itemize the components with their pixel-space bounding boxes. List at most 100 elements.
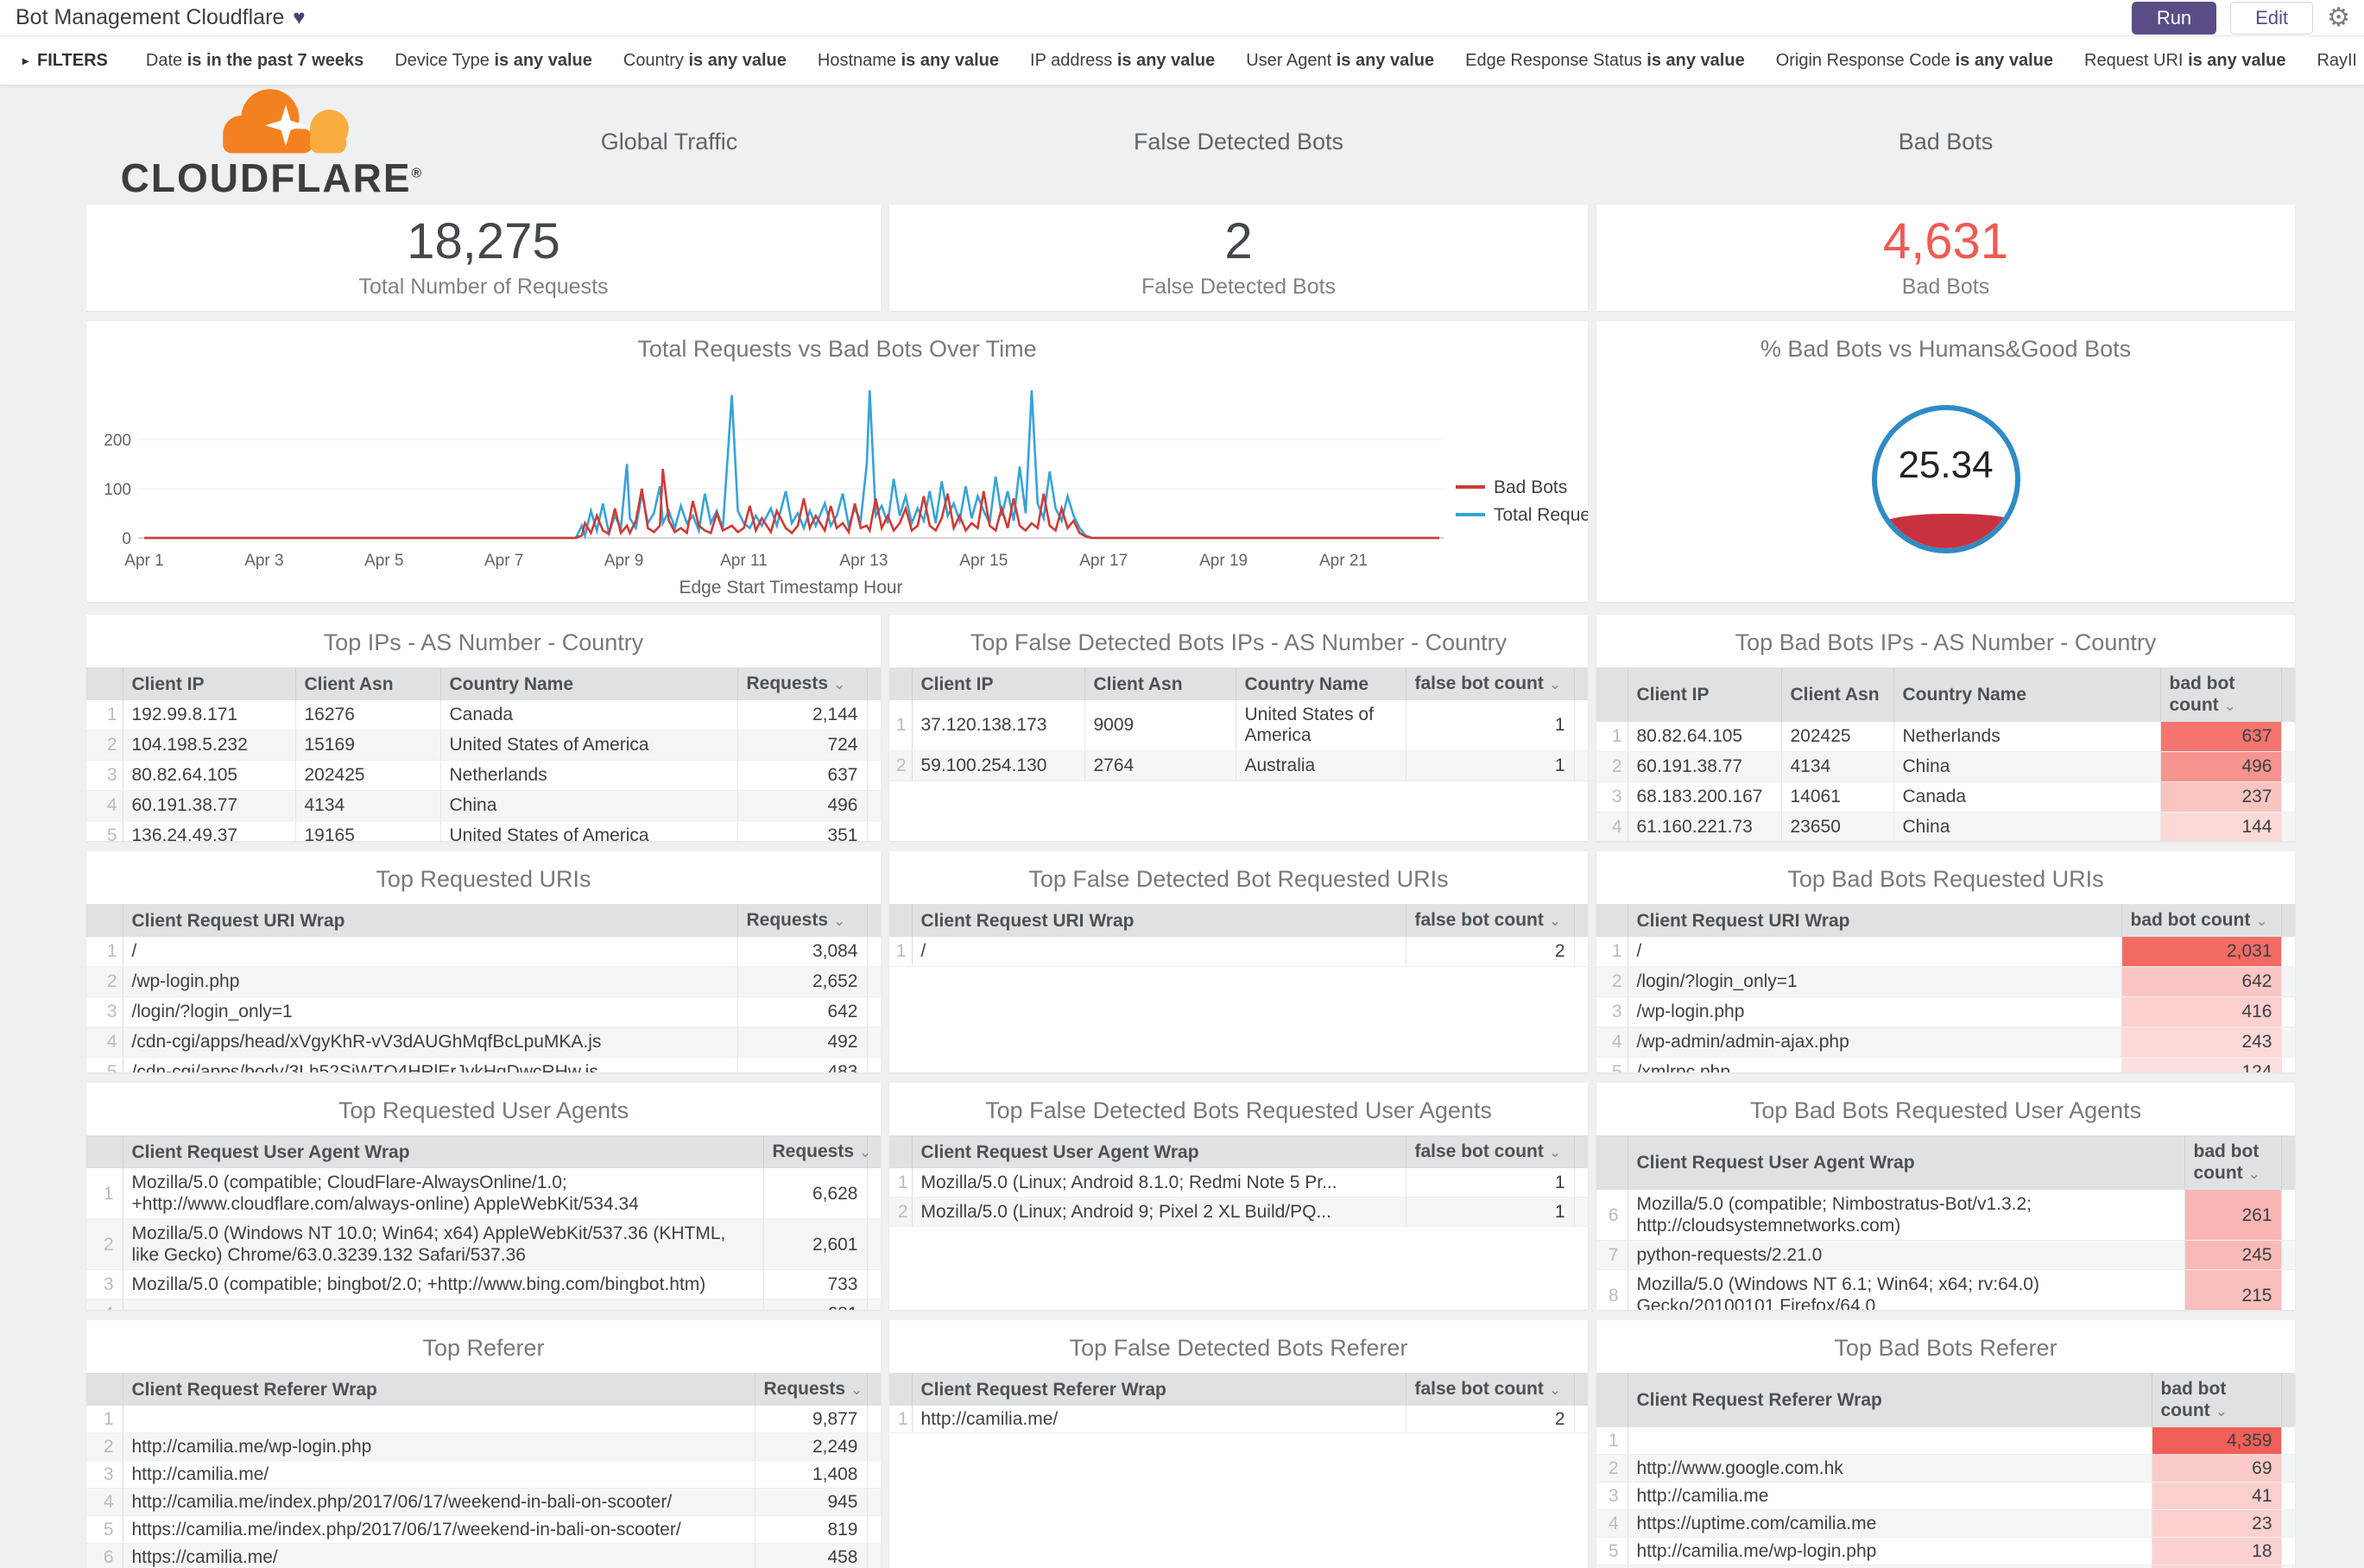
panel-bad-user-agents: Top Bad Bots Requested User Agents Client…	[1596, 1083, 2295, 1310]
panel-false-uris: Top False Detected Bot Requested URIs Cli…	[889, 851, 1588, 1072]
table-cell: 61.160.221.73	[1627, 812, 1781, 841]
table-cell: 136.24.49.37	[122, 820, 295, 841]
table-header-row: Client Request URI Wrap Requests ⌄	[86, 904, 881, 937]
column-header	[866, 904, 881, 937]
column-header	[1596, 667, 1628, 722]
scroll-gutter	[866, 1168, 881, 1219]
data-table: Client IP Client Asn Country Name bad bot c…	[1596, 667, 2295, 841]
filter-hostname[interactable]: Hostname is any value	[817, 50, 1000, 70]
table-cell: Canada	[1893, 781, 2160, 812]
table-cell: China	[439, 790, 737, 821]
filter-edge-response-status[interactable]: Edge Response Status is any value	[1465, 50, 1745, 70]
table-header-row: Client Request User Agent Wrap Requests ⌄	[86, 1135, 881, 1168]
sort-header[interactable]: false bot count ⌄	[1405, 904, 1574, 937]
column-header: Client IP	[911, 667, 1084, 700]
table-cell: 192.99.8.171	[122, 700, 295, 730]
table-cell: United States of America	[439, 730, 737, 761]
table-cell: 637	[2159, 722, 2281, 752]
sort-header[interactable]: Requests ⌄	[754, 1373, 867, 1406]
filter-ip-address[interactable]: IP address is any value	[1030, 50, 1216, 70]
chevron-down-icon: ⌄	[2247, 1166, 2260, 1182]
table-cell: 733	[762, 1269, 867, 1299]
row-index: 4	[1596, 1027, 1628, 1058]
scroll-gutter	[866, 1057, 881, 1072]
gauge-value: 25.34	[1898, 444, 1994, 486]
filter-request-uri[interactable]: Request URI is any value	[2084, 50, 2286, 70]
filter-rayid[interactable]: RayID is any value	[2317, 50, 2355, 70]
table-cell: 2,249	[754, 1432, 867, 1461]
table-row: 4/wp-admin/admin-ajax.php 243	[1596, 1027, 2295, 1058]
sort-header[interactable]: Requests ⌄	[736, 904, 867, 937]
table-cell: 6,628	[762, 1168, 867, 1219]
table-cell: 351	[736, 820, 867, 841]
column-header	[86, 904, 123, 937]
filter-user-agent[interactable]: User Agent is any value	[1246, 50, 1435, 70]
table-cell: 2,601	[762, 1218, 867, 1270]
scroll-gutter	[866, 820, 881, 841]
scroll-gutter	[1573, 937, 1588, 967]
column-header: Client Asn	[1084, 667, 1236, 700]
table-cell: /login/?login_only=1	[122, 996, 737, 1027]
column-header: Client Request Referer Wrap	[911, 1373, 1406, 1406]
sort-header[interactable]: bad bot count ⌄	[2121, 904, 2281, 937]
table-cell: 1,408	[754, 1460, 867, 1489]
table-row: 5 136.24.49.37 19165 United States of Ameri…	[86, 820, 881, 841]
filter-device-type[interactable]: Device Type is any value	[395, 50, 592, 70]
panel-title: Top False Detected Bots IPs - AS Number …	[970, 629, 1508, 655]
table-cell: 637	[736, 760, 867, 791]
stat-value: 18,275	[407, 212, 560, 269]
filter-date[interactable]: Date is in the past 7 weeks	[145, 50, 364, 70]
section-header-false-bots: False Detected Bots	[1133, 128, 1344, 155]
table-cell: 215	[2184, 1269, 2281, 1310]
table-row: 3 Mozilla/5.0 (compatible; bingbot/2.0; +…	[86, 1269, 881, 1299]
sort-header[interactable]: false bot count ⌄	[1405, 667, 1574, 700]
scroll-gutter	[1573, 750, 1588, 781]
table-cell: 37.120.138.173	[911, 700, 1084, 751]
edit-button[interactable]: Edit	[2230, 1, 2314, 35]
row-index: 3	[1596, 781, 1628, 812]
filter-country[interactable]: Country is any value	[623, 50, 787, 70]
panel-timeseries-chart: Total Requests vs Bad Bots Over Time 0 10…	[86, 321, 1588, 602]
column-header: Client Request URI Wrap	[1627, 904, 2121, 937]
table-cell	[1627, 1427, 2152, 1455]
run-button[interactable]: Run	[2131, 1, 2217, 35]
row-index: 4	[86, 1027, 123, 1058]
row-index: 1	[889, 1168, 913, 1198]
sort-header[interactable]: bad bot count ⌄	[2184, 1135, 2281, 1190]
triangle-right-icon: ▸	[22, 53, 29, 67]
scroll-gutter	[866, 700, 881, 730]
scroll-gutter	[866, 966, 881, 997]
scroll-gutter	[866, 730, 881, 761]
panel-title: Top Requested URIs	[376, 866, 591, 892]
scroll-gutter	[866, 1488, 881, 1516]
sort-header[interactable]: bad bot count ⌄	[2151, 1373, 2281, 1427]
table-cell: http://camilia.me/	[911, 1406, 1406, 1433]
filter-origin-response-code[interactable]: Origin Response Code is any value	[1775, 50, 2053, 70]
panel-title: Top Bad Bots IPs - AS Number - Country	[1735, 629, 2157, 655]
table-cell: 1	[1405, 1168, 1574, 1198]
scroll-gutter	[2280, 996, 2295, 1027]
tables-row-1: Top IPs - AS Number - Country Client IP Cl…	[86, 615, 2295, 841]
filters-expander[interactable]: ▸ FILTERS	[22, 51, 108, 71]
row-index: 1	[889, 937, 913, 967]
scroll-gutter	[866, 1299, 881, 1310]
table-cell: 2764	[1084, 750, 1236, 781]
table-cell: /	[1627, 937, 2121, 967]
row-index: 5	[1596, 1537, 1628, 1565]
table-cell: 80.82.64.105	[122, 760, 295, 791]
sort-header[interactable]: Requests ⌄	[736, 667, 867, 700]
panel-title: Top False Detected Bots Referer	[1069, 1335, 1408, 1361]
table-cell: /	[122, 937, 737, 967]
sort-header[interactable]: false bot count ⌄	[1405, 1373, 1574, 1406]
table-row: 2 http://www.google.com.hk 69	[1596, 1454, 2295, 1483]
row-index: 1	[1596, 937, 1628, 967]
row-index: 2	[86, 1432, 123, 1461]
scroll-gutter	[866, 996, 881, 1027]
sort-header[interactable]: bad bot count ⌄	[2159, 667, 2281, 722]
scroll-gutter	[2280, 1454, 2295, 1483]
gear-icon[interactable]: ⚙	[2327, 3, 2350, 32]
stat-card-bad-bots: 4,631 Bad Bots	[1596, 205, 2295, 311]
sort-header[interactable]: false bot count ⌄	[1405, 1135, 1574, 1168]
sort-header[interactable]: Requests ⌄	[762, 1135, 871, 1168]
cloudflare-wordmark: CLOUDFLARE®	[121, 158, 424, 198]
